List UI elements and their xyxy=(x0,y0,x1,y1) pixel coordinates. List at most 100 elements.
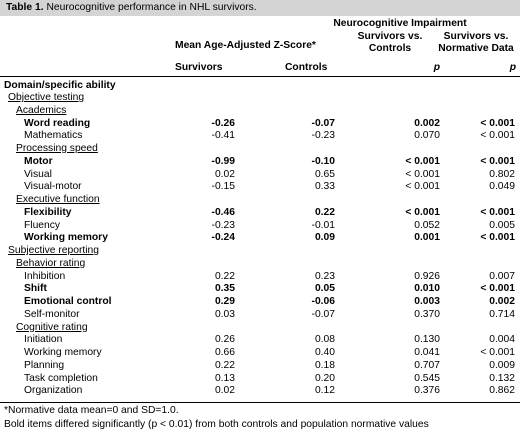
p-normative-value: < 0.001 xyxy=(480,283,515,295)
header-survivors-vs-normative-2: Normative Data xyxy=(438,43,514,54)
table-row: Task completion 0.13 0.20 0.545 0.132 xyxy=(0,373,520,385)
survivors-value: -0.41 xyxy=(211,130,235,142)
p-normative-value: 0.802 xyxy=(489,168,515,180)
p-normative-value: 0.009 xyxy=(489,359,515,371)
controls-value: 0.08 xyxy=(314,334,335,346)
table-row: Flexibility -0.46 0.22 < 0.001 < 0.001 xyxy=(0,207,520,219)
footer-rule xyxy=(0,402,520,403)
survivors-value: 0.13 xyxy=(214,372,235,384)
p-normative-value: 0.005 xyxy=(489,219,515,231)
p-controls-value: 0.052 xyxy=(414,219,440,231)
p-normative-value: < 0.001 xyxy=(480,347,515,358)
section-label: Subjective reporting xyxy=(8,245,100,256)
controls-value: -0.01 xyxy=(311,219,335,231)
table-row: Self-monitor 0.03 -0.07 0.370 0.714 xyxy=(0,309,520,321)
survivors-value: -0.26 xyxy=(211,117,235,129)
controls-value: -0.06 xyxy=(311,296,335,307)
p-normative-value: 0.862 xyxy=(489,385,515,397)
table-row: Initiation 0.26 0.08 0.130 0.004 xyxy=(0,334,520,346)
row-label: Emotional control xyxy=(24,296,112,307)
header-survivors: Survivors xyxy=(175,62,223,73)
table-row: Academics xyxy=(0,105,520,117)
table-row: Planning 0.22 0.18 0.707 0.009 xyxy=(0,360,520,372)
header-p-controls: p xyxy=(433,62,440,73)
p-normative-value: < 0.001 xyxy=(480,206,515,218)
p-normative-value: < 0.001 xyxy=(480,130,515,142)
table-row: Organization 0.02 0.12 0.376 0.862 xyxy=(0,385,520,397)
caption-text: Neurocognitive performance in NHL surviv… xyxy=(46,2,257,13)
table-row: Subjective reporting xyxy=(0,245,520,257)
controls-value: -0.23 xyxy=(311,130,335,142)
p-controls-value: 0.376 xyxy=(414,385,440,397)
footnote-bold: Bold items differed significantly (p < 0… xyxy=(4,419,429,430)
p-normative-value: 0.007 xyxy=(489,270,515,282)
survivors-value: -0.23 xyxy=(211,219,235,231)
p-controls-value: 0.707 xyxy=(414,359,440,371)
survivors-value: -0.46 xyxy=(211,206,235,218)
header-impairment-group: Neurocognitive Impairment xyxy=(333,18,467,29)
survivors-value: 0.26 xyxy=(214,334,235,346)
section-label: Behavior rating xyxy=(16,257,86,269)
p-controls-value: 0.003 xyxy=(414,296,440,307)
row-label: Self-monitor xyxy=(24,308,80,320)
table-row: Visual 0.02 0.65 < 0.001 0.802 xyxy=(0,169,520,181)
controls-value: 0.05 xyxy=(314,283,335,295)
survivors-value: 0.02 xyxy=(214,168,235,180)
p-controls-value: 0.545 xyxy=(414,372,440,384)
p-controls-value: 0.010 xyxy=(414,283,440,295)
table-row: Motor -0.99 -0.10 < 0.001 < 0.001 xyxy=(0,156,520,168)
survivors-value: -0.15 xyxy=(211,181,235,193)
table-row: Mathematics -0.41 -0.23 0.070 < 0.001 xyxy=(0,130,520,142)
table-row: Inhibition 0.22 0.23 0.926 0.007 xyxy=(0,271,520,283)
p-normative-value: < 0.001 xyxy=(480,117,515,129)
p-normative-value: 0.714 xyxy=(489,308,515,320)
p-controls-value: 0.130 xyxy=(414,334,440,346)
row-label: Initiation xyxy=(24,334,63,346)
header-rule xyxy=(0,76,520,77)
controls-value: -0.07 xyxy=(311,308,335,320)
p-normative-value: 0.049 xyxy=(489,181,515,193)
row-label: Task completion xyxy=(24,372,98,384)
header-survivors-vs-normative-1: Survivors vs. xyxy=(443,31,509,42)
header-survivors-vs-controls-1: Survivors vs. xyxy=(357,31,423,42)
p-controls-value: 0.370 xyxy=(414,308,440,320)
row-label: Visual-motor xyxy=(24,181,82,193)
row-label: Planning xyxy=(24,359,65,371)
survivors-value: -0.99 xyxy=(211,155,235,167)
section-label: Objective testing xyxy=(8,92,85,103)
table-row: Working memory -0.24 0.09 0.001 < 0.001 xyxy=(0,232,520,244)
controls-value: -0.07 xyxy=(311,117,335,129)
p-normative-value: 0.132 xyxy=(489,372,515,384)
header-p-normative: p xyxy=(509,62,516,73)
table-row: Working memory 0.66 0.40 0.041 < 0.001 xyxy=(0,347,520,359)
controls-value: 0.40 xyxy=(314,347,335,358)
p-controls-value: < 0.001 xyxy=(405,168,440,180)
header-zscore: Mean Age-Adjusted Z-Score* xyxy=(175,40,316,51)
controls-value: 0.12 xyxy=(314,385,335,397)
footnote-normative: *Normative data mean=0 and SD=1.0. xyxy=(4,405,179,416)
controls-value: 0.65 xyxy=(314,168,335,180)
row-label: Working memory xyxy=(24,347,102,358)
table-row: Objective testing xyxy=(0,92,520,104)
survivors-value: 0.22 xyxy=(214,359,235,371)
table-row: Visual-motor -0.15 0.33 < 0.001 0.049 xyxy=(0,181,520,193)
controls-value: 0.20 xyxy=(314,372,335,384)
p-normative-value: < 0.001 xyxy=(480,155,515,167)
controls-value: 0.33 xyxy=(314,181,335,193)
p-controls-value: < 0.001 xyxy=(405,181,440,193)
header-domain: Domain/specific ability xyxy=(4,80,116,91)
table-row: Fluency -0.23 -0.01 0.052 0.005 xyxy=(0,220,520,232)
row-label: Working memory xyxy=(24,232,108,244)
controls-value: 0.22 xyxy=(314,206,335,218)
p-normative-value: 0.004 xyxy=(489,334,515,346)
survivors-value: 0.03 xyxy=(214,308,235,320)
table-row: Shift 0.35 0.05 0.010 < 0.001 xyxy=(0,283,520,295)
row-label: Organization xyxy=(24,385,83,397)
survivors-value: 0.35 xyxy=(214,283,235,295)
section-label: Academics xyxy=(16,104,67,116)
row-label: Mathematics xyxy=(24,130,83,142)
p-controls-value: 0.001 xyxy=(414,232,440,244)
survivors-value: 0.29 xyxy=(214,296,235,307)
row-label: Visual xyxy=(24,168,52,180)
p-controls-value: 0.070 xyxy=(414,130,440,142)
